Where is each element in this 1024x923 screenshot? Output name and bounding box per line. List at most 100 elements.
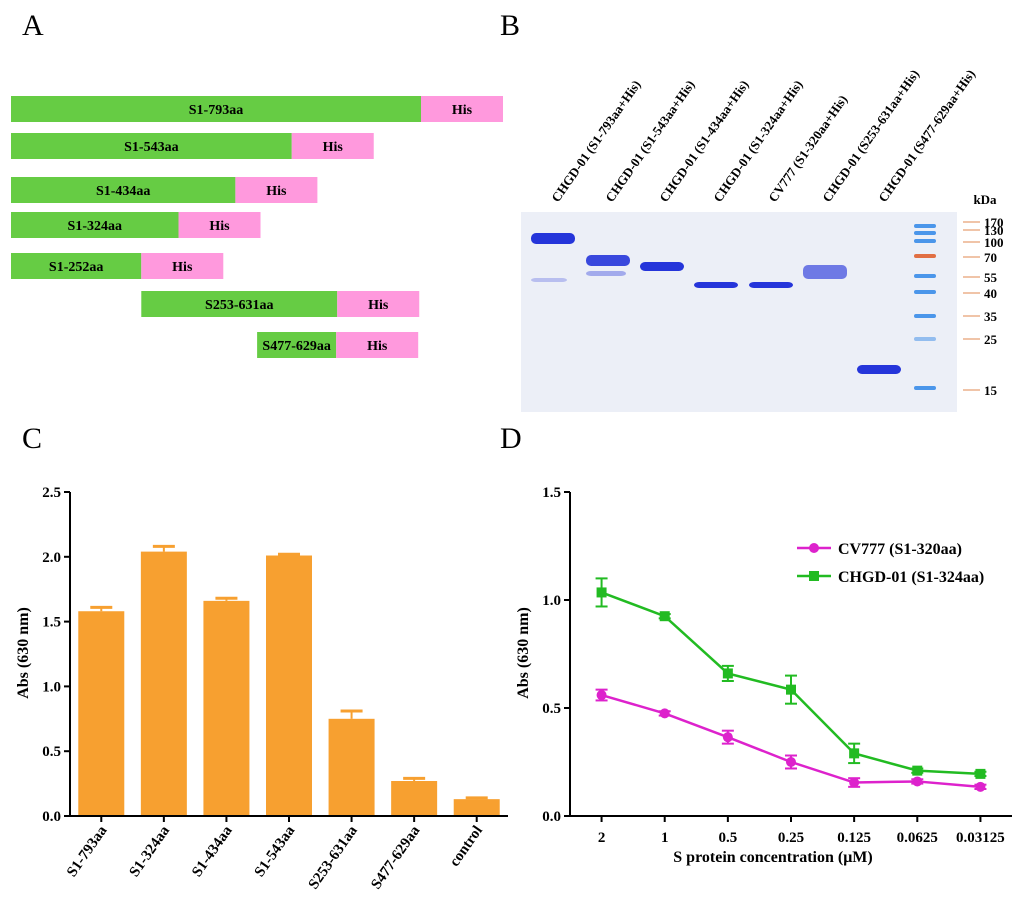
data-point — [722, 732, 733, 743]
gel-band — [586, 271, 626, 276]
bar-chart-y-axis-label: Abs (630 nm) — [15, 607, 32, 699]
legend-marker — [809, 571, 819, 581]
gel-lane-label: CHGD-01 (S1-324aa+His) — [710, 77, 805, 204]
ladder-band — [914, 274, 936, 278]
marker-label: 130 — [984, 223, 1004, 238]
line-chart: 0.00.51.01.52 1 0.5 0.25 0.125 0.0625 0.03125 … — [515, 485, 1012, 866]
construct-segment — [141, 291, 338, 317]
x-tick-label: control — [447, 823, 486, 869]
y-tick-label: 0.0 — [42, 809, 61, 825]
his-tag-segment — [178, 212, 261, 238]
ladder-band — [914, 337, 936, 341]
his-tag-label: His — [367, 339, 388, 354]
gel-lane-label: CHGD-01 (S1-793aa+His) — [548, 77, 643, 204]
construct-segment — [11, 133, 292, 159]
y-tick-label: 1.0 — [542, 593, 561, 609]
bar-chart: 0.0 0.5 1.0 1.5 2.0 2.5 S1-793aa S1-324aa S1-434… — [15, 485, 508, 892]
gel-lane-label: CHGD-01 (S1-543aa+His) — [602, 77, 697, 204]
construct-segment — [257, 332, 337, 358]
his-tag-label: His — [452, 103, 473, 118]
gel-band — [531, 278, 567, 282]
x-tick-label: S477-629aa — [368, 823, 423, 893]
his-tag-segment — [235, 177, 318, 203]
bar — [203, 600, 250, 816]
gel-band — [640, 262, 684, 271]
his-tag-label: His — [172, 260, 193, 275]
his-tag-label: His — [368, 298, 389, 313]
x-tick-label: 0.03125 — [956, 830, 1005, 846]
sds-page-gel: CHGD-01 (S1-793aa+His)CHGD-01 (S1-543aa+… — [521, 67, 1004, 412]
bar — [391, 781, 438, 816]
y-tick-label: 2.0 — [42, 550, 61, 566]
marker-label: 25 — [984, 332, 998, 347]
y-tick-label: 2.5 — [42, 485, 61, 501]
legend-label: CHGD-01 (S1-324aa) — [838, 569, 984, 586]
gel-band — [694, 282, 738, 288]
gel-lane-label: CHGD-01 (S253-631aa+His) — [819, 67, 922, 205]
y-tick-label: 1.0 — [42, 679, 61, 695]
panel-label-d: D — [500, 422, 522, 455]
data-point — [849, 748, 860, 759]
x-tick-label: 1 — [661, 830, 669, 846]
ladder-band — [914, 224, 936, 228]
data-point — [849, 777, 860, 788]
x-tick-label: S1-543aa — [252, 823, 299, 880]
data-point — [786, 684, 796, 695]
bar — [328, 718, 375, 816]
x-tick-label: S1-793aa — [64, 823, 111, 880]
his-tag-segment — [291, 133, 374, 159]
construct-segment — [11, 253, 142, 279]
construct-label: S1-793aa — [189, 103, 243, 118]
construct-segment — [11, 212, 179, 238]
his-tag-label: His — [209, 219, 230, 234]
x-tick-label: S253-631aa — [306, 823, 361, 893]
x-tick-label: S1-324aa — [127, 823, 174, 880]
his-tag-label: His — [323, 140, 344, 155]
y-tick-label: 0.5 — [542, 701, 561, 717]
y-tick-label: 0.5 — [42, 744, 61, 760]
data-point — [596, 690, 607, 701]
gel-background — [521, 212, 957, 412]
ladder-band — [914, 239, 936, 243]
construct-label: S1-434aa — [96, 184, 150, 199]
his-tag-segment — [337, 291, 420, 317]
x-tick-label: 0.125 — [837, 830, 871, 846]
data-point — [975, 781, 986, 792]
gel-band — [857, 365, 901, 374]
construct-label: S1-543aa — [124, 140, 178, 155]
gel-band — [586, 255, 630, 266]
marker-label: 35 — [984, 309, 998, 324]
legend: CV777 (S1-320aa) CHGD-01 (S1-324aa) — [797, 541, 984, 586]
ladder-band — [914, 254, 936, 258]
y-tick-label: 1.5 — [542, 485, 561, 501]
marker-label: 100 — [984, 235, 1004, 250]
marker-unit-label: kDa — [973, 192, 997, 207]
x-tick-label: 0.25 — [778, 830, 804, 846]
line-chart-x-axis-label: S protein concentration (μM) — [673, 849, 872, 866]
marker-label: 170 — [984, 215, 1004, 230]
construct-label: S477-629aa — [262, 339, 330, 354]
ladder-band — [914, 290, 936, 294]
his-tag-segment — [141, 253, 224, 279]
y-tick-label: 1.5 — [42, 615, 61, 631]
x-tick-label: S1-434aa — [189, 823, 236, 880]
x-tick-label: 0.0625 — [897, 830, 938, 846]
his-tag-segment — [421, 96, 503, 122]
line-chart-y-axis-label: Abs (630 nm) — [515, 607, 532, 699]
panel-label-c: C — [22, 422, 42, 455]
ladder-band — [914, 231, 936, 235]
construct-segment — [11, 96, 421, 122]
x-tick-label: 0.5 — [718, 830, 737, 846]
y-tick-label: 0.0 — [542, 809, 561, 825]
gel-lane-label: CHGD-01 (S1-434aa+His) — [656, 77, 751, 204]
bar — [140, 551, 187, 816]
bar — [78, 611, 125, 816]
x-tick-label: 2 — [598, 830, 606, 846]
data-point — [912, 776, 923, 787]
marker-label: 40 — [984, 286, 997, 301]
construct-segment — [11, 177, 236, 203]
series-line — [601, 693, 981, 789]
gel-lane-label: CHGD-01 (S477-629aa+His) — [875, 67, 978, 205]
ladder-band — [914, 386, 936, 390]
bar — [266, 555, 312, 816]
